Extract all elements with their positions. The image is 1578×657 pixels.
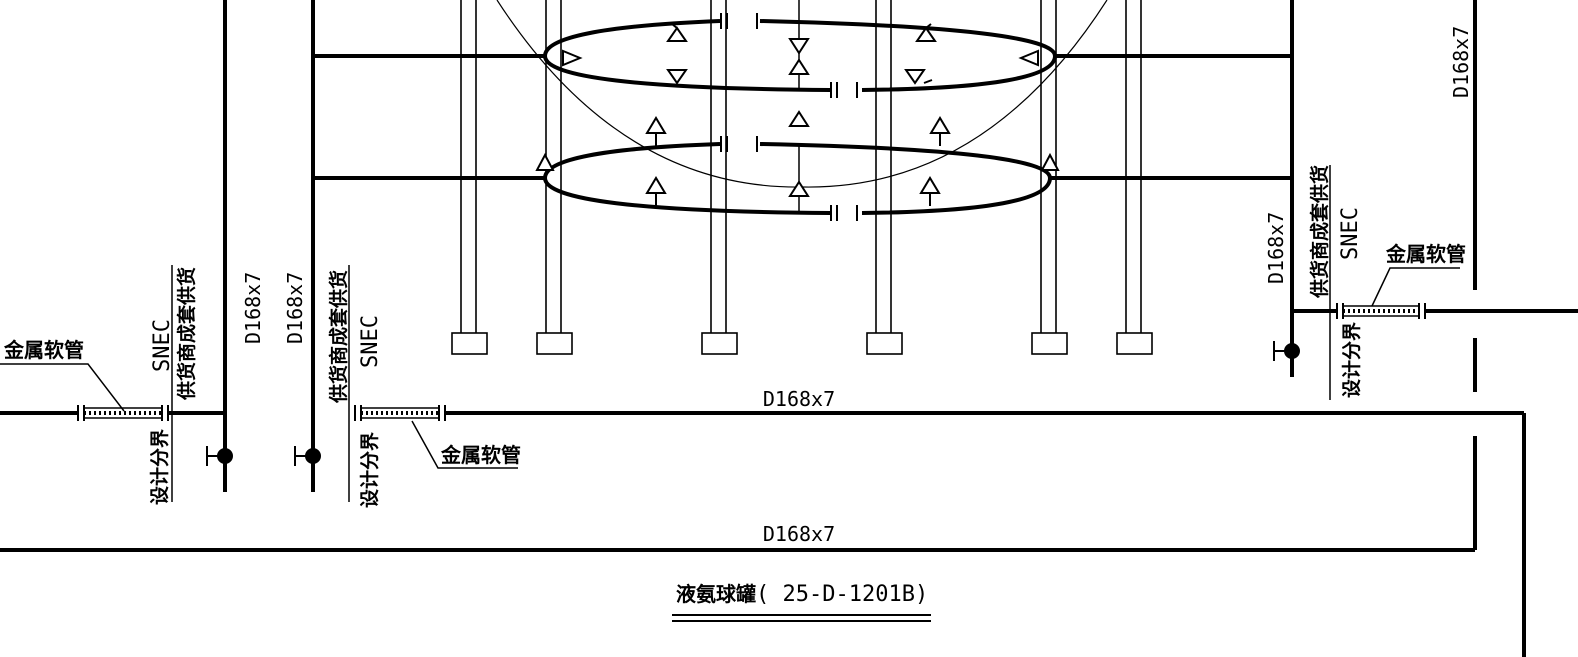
pipe-spec-right: D168x7	[1264, 212, 1288, 284]
sphere-tank	[451, 0, 1153, 355]
metal-hose-left	[77, 405, 169, 421]
labels: D168x7 D168x7 D168x7 D168x7 D168x7 D168x…	[3, 26, 1473, 622]
vendor-left: SNEC	[150, 319, 175, 372]
title-tag: ( 25-D-1201B)	[756, 582, 928, 607]
column-base-plates	[451, 332, 1153, 355]
pipe-spec-middle: D168x7	[763, 387, 835, 411]
vendor-supply-right: 供货商成套供货	[1308, 165, 1331, 299]
design-boundary-left: 设计分界	[149, 429, 171, 505]
pipe-spec-far-right: D168x7	[1449, 26, 1473, 98]
metal-hose-label-left: 金属软管	[3, 338, 84, 362]
metal-hoses	[77, 303, 1426, 421]
vendor-middle: SNEC	[358, 315, 383, 368]
pipe-spec-bottom: D168x7	[763, 522, 835, 546]
vendor-supply-left: 供货商成套供货	[175, 267, 198, 401]
leader-lines	[0, 267, 1460, 469]
drawing-title: 液氨球罐 ( 25-D-1201B)	[672, 582, 931, 622]
metal-hose-label-right: 金属软管	[1385, 242, 1466, 266]
design-boundary-right: 设计分界	[1341, 322, 1363, 398]
metal-hose-right	[1336, 303, 1426, 319]
spray-rings	[543, 19, 1057, 215]
title-name: 液氨球罐	[676, 582, 756, 606]
metal-hose-middle	[354, 405, 446, 421]
sphere-outline	[496, 0, 1108, 188]
vendor-right: SNEC	[1338, 207, 1363, 260]
pipe-spec-left-outer: D168x7	[241, 272, 265, 344]
vendor-supply-middle: 供货商成套供货	[327, 270, 350, 404]
metal-hose-label-middle: 金属软管	[440, 443, 521, 467]
pipe-spec-left-inner: D168x7	[283, 272, 307, 344]
flange-pairs	[720, 13, 858, 221]
design-boundary-middle: 设计分界	[359, 432, 381, 508]
spray-nozzles	[535, 23, 1060, 206]
drain-valves	[206, 341, 1300, 466]
